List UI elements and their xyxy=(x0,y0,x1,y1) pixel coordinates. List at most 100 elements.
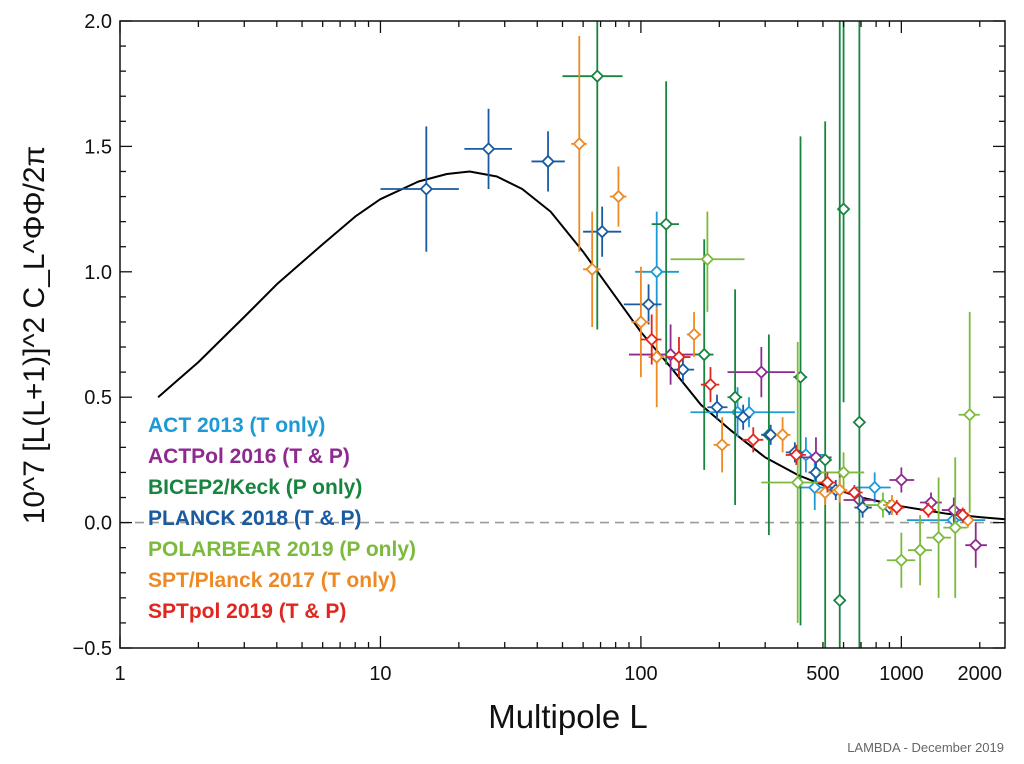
diamond-marker xyxy=(672,350,686,364)
diamond-marker xyxy=(590,69,605,83)
diamond-marker xyxy=(947,503,961,517)
x-tick-label: 100 xyxy=(624,663,657,685)
data-point xyxy=(742,427,764,453)
y-tick-label: −0.5 xyxy=(73,638,112,660)
data-point xyxy=(380,126,459,252)
diamond-marker xyxy=(775,428,790,442)
diamond-marker xyxy=(852,415,867,430)
diamond-marker xyxy=(913,543,927,557)
data-point xyxy=(955,507,970,523)
diamond-marker xyxy=(763,428,778,442)
diamond-marker xyxy=(659,217,673,231)
diamond-marker xyxy=(931,530,946,545)
diamond-marker xyxy=(644,332,659,347)
diamond-marker xyxy=(611,189,626,204)
data-point xyxy=(926,477,951,598)
data-point xyxy=(713,417,731,473)
data-point xyxy=(571,36,587,252)
data-point xyxy=(958,311,980,513)
diamond-marker xyxy=(541,154,555,169)
data-point xyxy=(831,477,848,503)
x-tick-label: 500 xyxy=(806,663,839,685)
axis-ticks: 1 10 100 500 1000 2000 −0.5 0.0 0.5 1.0 1.5 2.0 xyxy=(73,11,1005,685)
diamond-marker xyxy=(836,465,851,480)
diamond-marker xyxy=(809,465,823,480)
diamond-marker xyxy=(894,473,909,487)
x-tick-label: 2000 xyxy=(958,663,1003,685)
diamond-marker xyxy=(894,553,909,567)
diamond-marker xyxy=(820,475,835,490)
data-point xyxy=(907,515,932,586)
data-point xyxy=(700,367,720,403)
data-point xyxy=(886,532,916,588)
data-point xyxy=(640,314,662,365)
data-point xyxy=(941,497,966,523)
legend: ACT 2013 (T only) ACTPol 2016 (T & P) BICE… xyxy=(148,414,416,623)
series-6 xyxy=(571,36,975,528)
diamond-marker xyxy=(572,137,587,151)
diamond-marker xyxy=(700,252,715,267)
data-point xyxy=(852,21,867,648)
data-point xyxy=(888,500,905,516)
data-point xyxy=(531,131,565,192)
diamond-marker xyxy=(818,453,832,467)
data-point xyxy=(943,457,968,598)
data-point xyxy=(761,342,830,623)
y-tick-label: 1.5 xyxy=(84,136,112,158)
data-point xyxy=(623,284,662,325)
diamond-marker xyxy=(585,262,599,277)
diamond-marker xyxy=(968,538,983,552)
diamond-marker xyxy=(728,390,742,404)
diamond-marker xyxy=(754,365,769,379)
data-point xyxy=(609,166,627,227)
data-point xyxy=(785,444,806,465)
data-point xyxy=(562,21,623,330)
data-point xyxy=(818,452,865,493)
y-tick-label: 1.0 xyxy=(84,262,112,284)
diamond-marker xyxy=(703,377,718,392)
data-point xyxy=(920,502,937,518)
series-5 xyxy=(670,211,980,623)
x-axis-title: Multipole L xyxy=(488,698,648,735)
legend-entry: SPTpol 2019 (T & P) xyxy=(148,600,346,623)
data-point xyxy=(651,81,679,365)
diamond-marker xyxy=(790,475,805,490)
diamond-marker xyxy=(962,407,977,422)
diamond-marker xyxy=(687,327,701,342)
data-point xyxy=(707,394,728,420)
diamond-marker xyxy=(921,503,936,517)
data-point xyxy=(965,522,987,568)
data-point xyxy=(464,108,513,190)
legend-entry: SPT/Planck 2017 (T only) xyxy=(148,569,397,592)
legend-entry: ACTPol 2016 (T & P) xyxy=(148,445,350,468)
diamond-marker xyxy=(955,508,970,522)
data-point xyxy=(818,121,832,648)
data-point xyxy=(583,211,601,327)
data-point xyxy=(686,311,701,358)
data-point xyxy=(735,404,752,430)
data-point xyxy=(694,239,714,470)
diamond-marker xyxy=(419,182,434,196)
y-tick-label: 0.0 xyxy=(84,513,112,535)
data-point xyxy=(761,424,780,445)
diamond-marker xyxy=(746,433,761,447)
x-tick-label: 1000 xyxy=(879,663,924,685)
x-tick-label: 1 xyxy=(114,663,125,685)
data-point xyxy=(727,289,743,506)
diamond-marker xyxy=(697,347,711,362)
data-point xyxy=(670,211,745,312)
y-tick-label: 2.0 xyxy=(84,11,112,33)
diamond-marker xyxy=(736,410,750,425)
data-point xyxy=(670,357,695,383)
diamond-marker xyxy=(715,438,729,452)
data-point xyxy=(635,211,679,332)
data-point xyxy=(818,472,836,493)
series-3 xyxy=(562,21,867,648)
data-point xyxy=(889,467,915,493)
diamond-marker xyxy=(818,485,832,500)
y-tick-label: 0.5 xyxy=(84,387,112,409)
diamond-marker xyxy=(807,480,822,495)
series-group xyxy=(380,21,987,648)
